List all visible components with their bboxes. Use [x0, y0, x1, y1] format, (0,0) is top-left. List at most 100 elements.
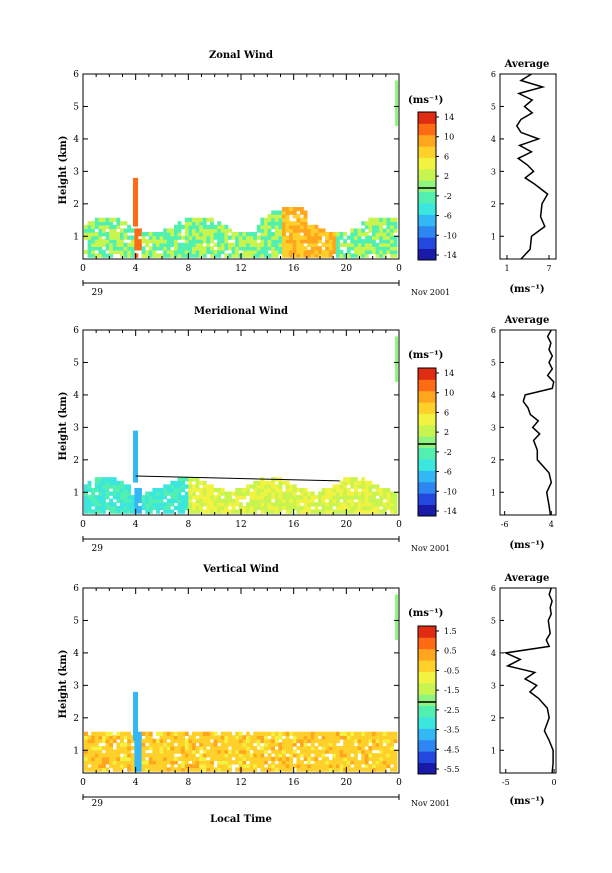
- echo-streak: [395, 336, 399, 382]
- colorbar-segment: [418, 682, 436, 695]
- colorbar-segment: [418, 671, 436, 684]
- echo-spike: [133, 430, 139, 483]
- y-tick-label: 5: [73, 616, 79, 626]
- average-y-tick-label: 6: [491, 584, 496, 593]
- colorbar-segment: [418, 146, 436, 158]
- y-tick-label: 3: [73, 681, 79, 691]
- colorbar-segment: [418, 705, 436, 718]
- date-label: Nov 2001: [411, 799, 450, 808]
- y-tick-label: 4: [73, 649, 79, 659]
- colorbar-segment: [418, 180, 436, 193]
- y-tick-label: 6: [73, 584, 79, 594]
- colorbar-segment: [418, 157, 436, 170]
- colorbar-segment: [418, 123, 436, 136]
- y-tick-label: 1: [73, 232, 79, 242]
- y-tick-label: 4: [73, 391, 79, 401]
- colorbar-segment: [418, 762, 436, 775]
- average-y-tick-label: 4: [491, 391, 496, 400]
- colorbar-segment: [418, 626, 436, 638]
- colorbar-tick-label: -1.5: [444, 686, 459, 695]
- colorbar-segment: [418, 637, 436, 650]
- y-tick-label: 6: [73, 70, 79, 80]
- average-y-tick-label: 5: [491, 102, 496, 111]
- panel-meridional-wind: Meridional Wind Height (km) 29 Nov 2001 …: [58, 306, 557, 554]
- average-unit: (ms⁻¹): [509, 284, 544, 295]
- colorbar-segment: [418, 237, 436, 250]
- average-y-tick-label: 2: [491, 714, 496, 723]
- echo-streak: [395, 80, 399, 126]
- colorbar-tick-label: 0.5: [444, 647, 457, 656]
- day-label: 29: [92, 799, 104, 809]
- x-tick-label: 20: [341, 520, 353, 530]
- average-x-tick-label: 1: [504, 264, 509, 273]
- day-label: 29: [92, 288, 104, 298]
- colorbar-tick-label: -4.5: [444, 745, 459, 754]
- x-tick-label: 0: [80, 778, 86, 788]
- average-y-tick-label: 1: [491, 488, 496, 497]
- colorbar-segment: [418, 470, 436, 483]
- average-y-tick-label: 1: [491, 746, 496, 755]
- colorbar-tick-label: -6: [444, 468, 452, 477]
- x-tick-label: 20: [341, 778, 353, 788]
- x-tick-label: 8: [185, 264, 191, 274]
- colorbar-segment: [418, 191, 436, 204]
- colorbar-unit: (ms⁻¹): [408, 608, 443, 619]
- x-tick-label: 0: [396, 264, 402, 274]
- panel-zonal-wind: Zonal Wind Height (km) 29 Nov 2001 (ms⁻¹…: [58, 50, 557, 298]
- y-tick-label: 2: [73, 200, 79, 210]
- colorbar-segment: [418, 134, 436, 147]
- trace-line: [135, 475, 340, 482]
- y-tick-label: 3: [73, 423, 79, 433]
- average-frame: [499, 587, 557, 774]
- average-x-tick-label: 4: [549, 520, 554, 529]
- colorbar-segment: [418, 203, 436, 215]
- heatmap-cells: [84, 594, 399, 772]
- average-profile-line: [503, 587, 554, 774]
- average-frame: [499, 73, 557, 260]
- colorbar-segment: [418, 751, 436, 764]
- colorbar-segment: [418, 225, 436, 238]
- colorbar-tick-label: 6: [444, 408, 449, 417]
- x-tick-label: 4: [133, 778, 139, 788]
- colorbar-tick-label: -14: [444, 507, 457, 516]
- colorbar-segment: [418, 248, 436, 261]
- average-unit: (ms⁻¹): [509, 796, 544, 807]
- echo-streak: [395, 594, 399, 640]
- colorbar-unit: (ms⁻¹): [408, 350, 443, 361]
- colorbar-frame: [417, 367, 437, 517]
- average-y-tick-label: 3: [491, 423, 496, 432]
- y-tick-label: 1: [73, 488, 79, 498]
- colorbar-segment: [418, 112, 436, 124]
- colorbar-segment: [418, 694, 436, 707]
- colorbar-segment: [418, 481, 436, 494]
- x-tick-label: 16: [288, 264, 300, 274]
- colorbar-tick-label: 14: [444, 113, 454, 122]
- colorbar-unit: (ms⁻¹): [408, 95, 443, 106]
- y-axis-label: Height (km): [58, 392, 69, 461]
- colorbar-segment: [418, 728, 436, 741]
- average-unit: (ms⁻¹): [509, 540, 544, 551]
- average-x-tick-label: 0: [552, 778, 557, 787]
- day-label: 29: [92, 544, 104, 554]
- x-tick-label: 0: [396, 778, 402, 788]
- x-tick-label: 16: [288, 520, 300, 530]
- y-tick-label: 5: [73, 102, 79, 112]
- colorbar-segment: [418, 717, 436, 729]
- colorbar-segment: [418, 379, 436, 392]
- y-tick-label: 2: [73, 714, 79, 724]
- date-label: Nov 2001: [411, 544, 450, 553]
- x-tick-label: 12: [235, 778, 246, 788]
- x-tick-label: 8: [185, 520, 191, 530]
- panel-vertical-wind: Vertical Wind Height (km) 29 Nov 2001 (m…: [58, 564, 557, 825]
- colorbar-tick-label: -10: [444, 231, 457, 240]
- colorbar-tick-label: 10: [444, 389, 454, 398]
- average-y-tick-label: 6: [491, 70, 496, 79]
- colorbar-segment: [418, 390, 436, 403]
- colorbar-segment: [418, 168, 436, 181]
- colorbar-tick-label: -6: [444, 212, 452, 221]
- y-tick-label: 1: [73, 746, 79, 756]
- colorbar-tick-label: -0.5: [444, 666, 459, 675]
- heatmap-cells: [84, 336, 399, 514]
- average-y-tick-label: 3: [491, 167, 496, 176]
